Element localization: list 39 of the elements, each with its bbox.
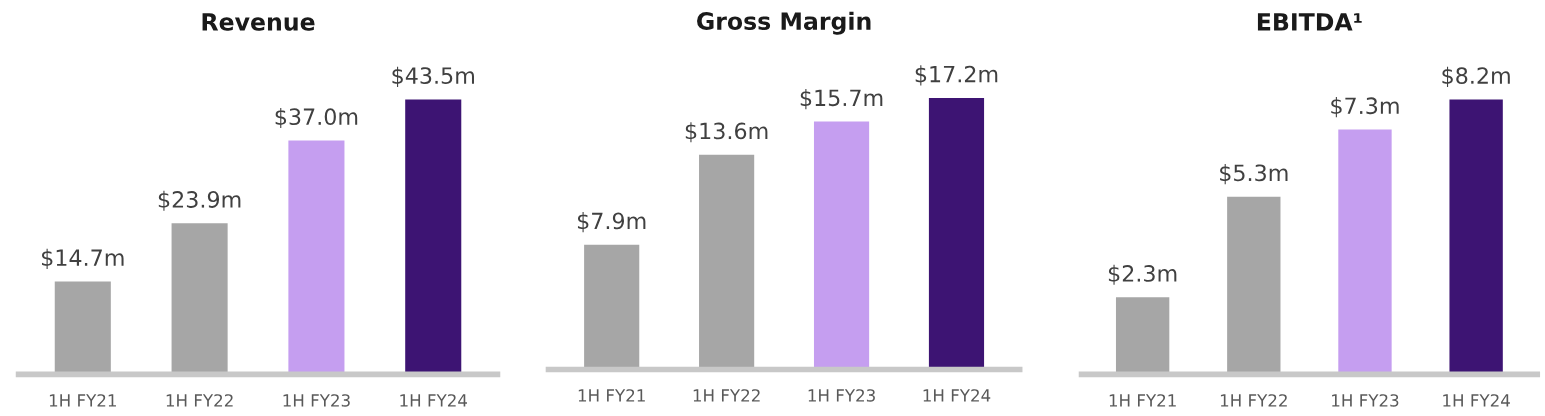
data-label: $15.7m bbox=[800, 89, 883, 110]
bar bbox=[1338, 129, 1392, 375]
data-label: $37.0m bbox=[275, 107, 358, 129]
x-tick-label: 1H FY23 bbox=[283, 394, 350, 407]
x-tick-label: 1H FY23 bbox=[1332, 394, 1399, 407]
bar bbox=[928, 97, 985, 370]
x-tick-label: 1H FY24 bbox=[923, 389, 991, 402]
chart-title: EBITDA¹ bbox=[1257, 13, 1362, 31]
x-tick-label: 1H FY23 bbox=[808, 389, 875, 402]
bar bbox=[54, 281, 111, 375]
x-tick-label: 1H FY21 bbox=[49, 394, 116, 407]
x-tick-label: 1H FY24 bbox=[1443, 394, 1510, 407]
x-tick-label: 1H FY24 bbox=[400, 394, 468, 407]
bar bbox=[699, 154, 755, 370]
data-label: $23.9m bbox=[158, 190, 241, 211]
bar bbox=[288, 140, 345, 375]
data-label: $17.2m bbox=[915, 65, 998, 86]
data-label: $13.6m bbox=[685, 122, 768, 143]
bar bbox=[1449, 99, 1503, 375]
x-tick-label: 1H FY22 bbox=[693, 389, 760, 402]
data-label: $8.2m bbox=[1442, 66, 1510, 87]
bar bbox=[171, 223, 228, 375]
chart-title: Gross Margin bbox=[697, 11, 871, 35]
bar bbox=[813, 121, 870, 370]
x-tick-label: 1H FY21 bbox=[578, 389, 645, 402]
data-label: $14.7m bbox=[42, 248, 124, 270]
data-label: $43.5m bbox=[392, 66, 474, 87]
data-label: $5.3m bbox=[1220, 164, 1288, 185]
bar bbox=[405, 99, 462, 375]
bar bbox=[1227, 196, 1281, 375]
x-tick-label: 1H FY22 bbox=[1220, 394, 1287, 407]
data-label: $7.3m bbox=[1331, 96, 1399, 118]
bar bbox=[1115, 297, 1170, 375]
data-label: $7.9m bbox=[577, 212, 646, 233]
x-tick-label: 1H FY22 bbox=[166, 394, 233, 407]
data-label: $2.3m bbox=[1108, 264, 1177, 285]
bar bbox=[584, 244, 640, 370]
chart-title: Revenue bbox=[202, 13, 315, 31]
x-tick-label: 1H FY21 bbox=[1109, 394, 1176, 407]
